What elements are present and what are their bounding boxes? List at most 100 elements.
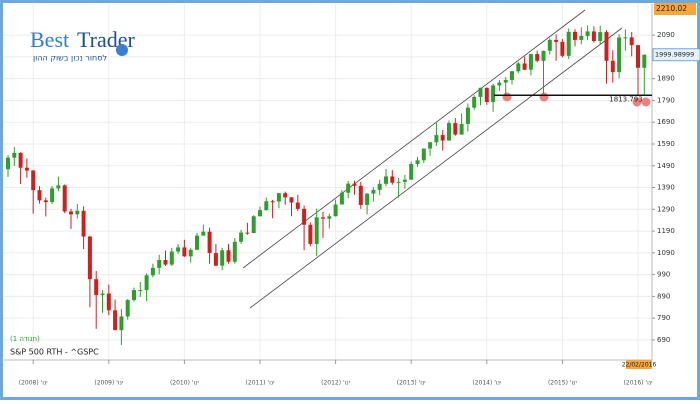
candle-body — [321, 217, 325, 219]
candle-body — [6, 157, 10, 170]
candle-body — [308, 224, 313, 244]
candle-body — [295, 202, 300, 209]
candle-body — [144, 275, 149, 291]
candle-body — [119, 316, 124, 331]
candle-body — [327, 216, 332, 219]
y-tick-label: 1790 — [657, 96, 675, 104]
candle-body — [176, 247, 181, 252]
x-tick-label: ינו' (2013) — [397, 380, 426, 387]
candle-body — [503, 79, 508, 83]
logo-brand: Best — [30, 27, 69, 52]
date-label: 22/02/2016 — [622, 362, 657, 369]
candle-body — [113, 310, 118, 331]
chart-title: S&P 500 RTH - ^GSPC — [10, 348, 99, 357]
candle-body — [535, 54, 540, 61]
candle-body — [106, 293, 111, 311]
y-tick-label: 1690 — [657, 118, 675, 126]
candle-body — [62, 185, 67, 212]
channel-line — [249, 27, 623, 309]
candle-body — [434, 135, 439, 143]
subtitle: (תנודה 1) — [10, 335, 40, 343]
x-tick-label: ינו' (2016) — [624, 380, 653, 387]
y-tick-label: 990 — [657, 271, 670, 279]
y-tick-label: 1490 — [657, 162, 675, 170]
candles — [6, 25, 647, 345]
x-tick-label: ינו' (2009) — [94, 380, 123, 387]
candle-body — [642, 54, 647, 68]
candle-body — [201, 231, 206, 236]
candle-body — [188, 249, 193, 257]
y-tick-label: 790 — [657, 314, 670, 322]
candle-body — [81, 210, 86, 237]
candle-body — [163, 260, 168, 265]
candle-body — [264, 201, 269, 211]
candle-body — [132, 290, 136, 301]
candle-body — [566, 31, 571, 56]
candle-body — [213, 253, 218, 266]
y-tick-label: 1390 — [657, 184, 675, 192]
candle-body — [585, 31, 590, 37]
grid-layer — [4, 4, 652, 360]
support-label: 1813.793 — [609, 95, 642, 103]
candle-body — [421, 148, 426, 161]
marker — [502, 92, 512, 102]
candle-body — [453, 123, 458, 135]
candle-body — [94, 279, 99, 296]
marker — [641, 97, 651, 107]
y-tick-label: 690 — [657, 336, 670, 344]
candle-body — [528, 54, 533, 70]
candle-body — [610, 60, 615, 73]
candle-body — [415, 160, 420, 165]
candle-body — [232, 241, 237, 262]
candle-body — [75, 210, 80, 215]
candle-body — [547, 39, 552, 51]
candle-body — [245, 232, 250, 234]
logo-icon — [116, 44, 128, 56]
last-price-label: 1999.98999 — [655, 51, 694, 59]
candle-body — [402, 179, 407, 182]
candle-body — [346, 183, 351, 193]
candle-body — [258, 210, 262, 217]
y-tick-label: 1290 — [657, 205, 675, 213]
candle-body — [358, 185, 363, 205]
x-tick-label: ינו' (2015) — [548, 380, 577, 387]
x-tick-label: ינו' (2011) — [246, 380, 275, 387]
candle-body — [157, 260, 162, 268]
candle-body — [239, 232, 244, 242]
candle-body — [478, 87, 483, 97]
candle-body — [579, 36, 584, 40]
candle-body — [390, 176, 395, 183]
x-tick-label: ינו' (2014) — [472, 380, 501, 387]
candle-body — [428, 142, 433, 149]
candle-body — [100, 293, 105, 296]
candle-body — [591, 31, 596, 42]
marker — [539, 92, 549, 102]
x-tick-label: ינו' (2008) — [19, 380, 48, 387]
candle-body — [472, 96, 477, 108]
candle-body — [24, 167, 29, 171]
candle-body — [251, 216, 256, 234]
candle-body — [12, 152, 17, 158]
candle-body — [276, 193, 281, 202]
candle-body — [31, 170, 36, 191]
candle-body — [629, 37, 634, 46]
candle-body — [365, 193, 370, 205]
candle-body — [396, 181, 401, 183]
candle-body — [138, 290, 143, 292]
marker — [632, 97, 642, 107]
candle-body — [459, 123, 464, 135]
y-tick-label: 2090 — [657, 31, 675, 39]
candle-body — [333, 204, 338, 217]
candle-body — [314, 217, 319, 244]
candle-body — [125, 300, 130, 317]
candle-body — [302, 208, 307, 225]
date-tag — [626, 360, 652, 369]
candle-body — [560, 41, 565, 56]
candle-body — [465, 107, 470, 124]
candle-body — [18, 152, 23, 168]
candle-body — [56, 185, 61, 189]
candle-body — [377, 183, 382, 190]
candle-body — [87, 236, 92, 280]
